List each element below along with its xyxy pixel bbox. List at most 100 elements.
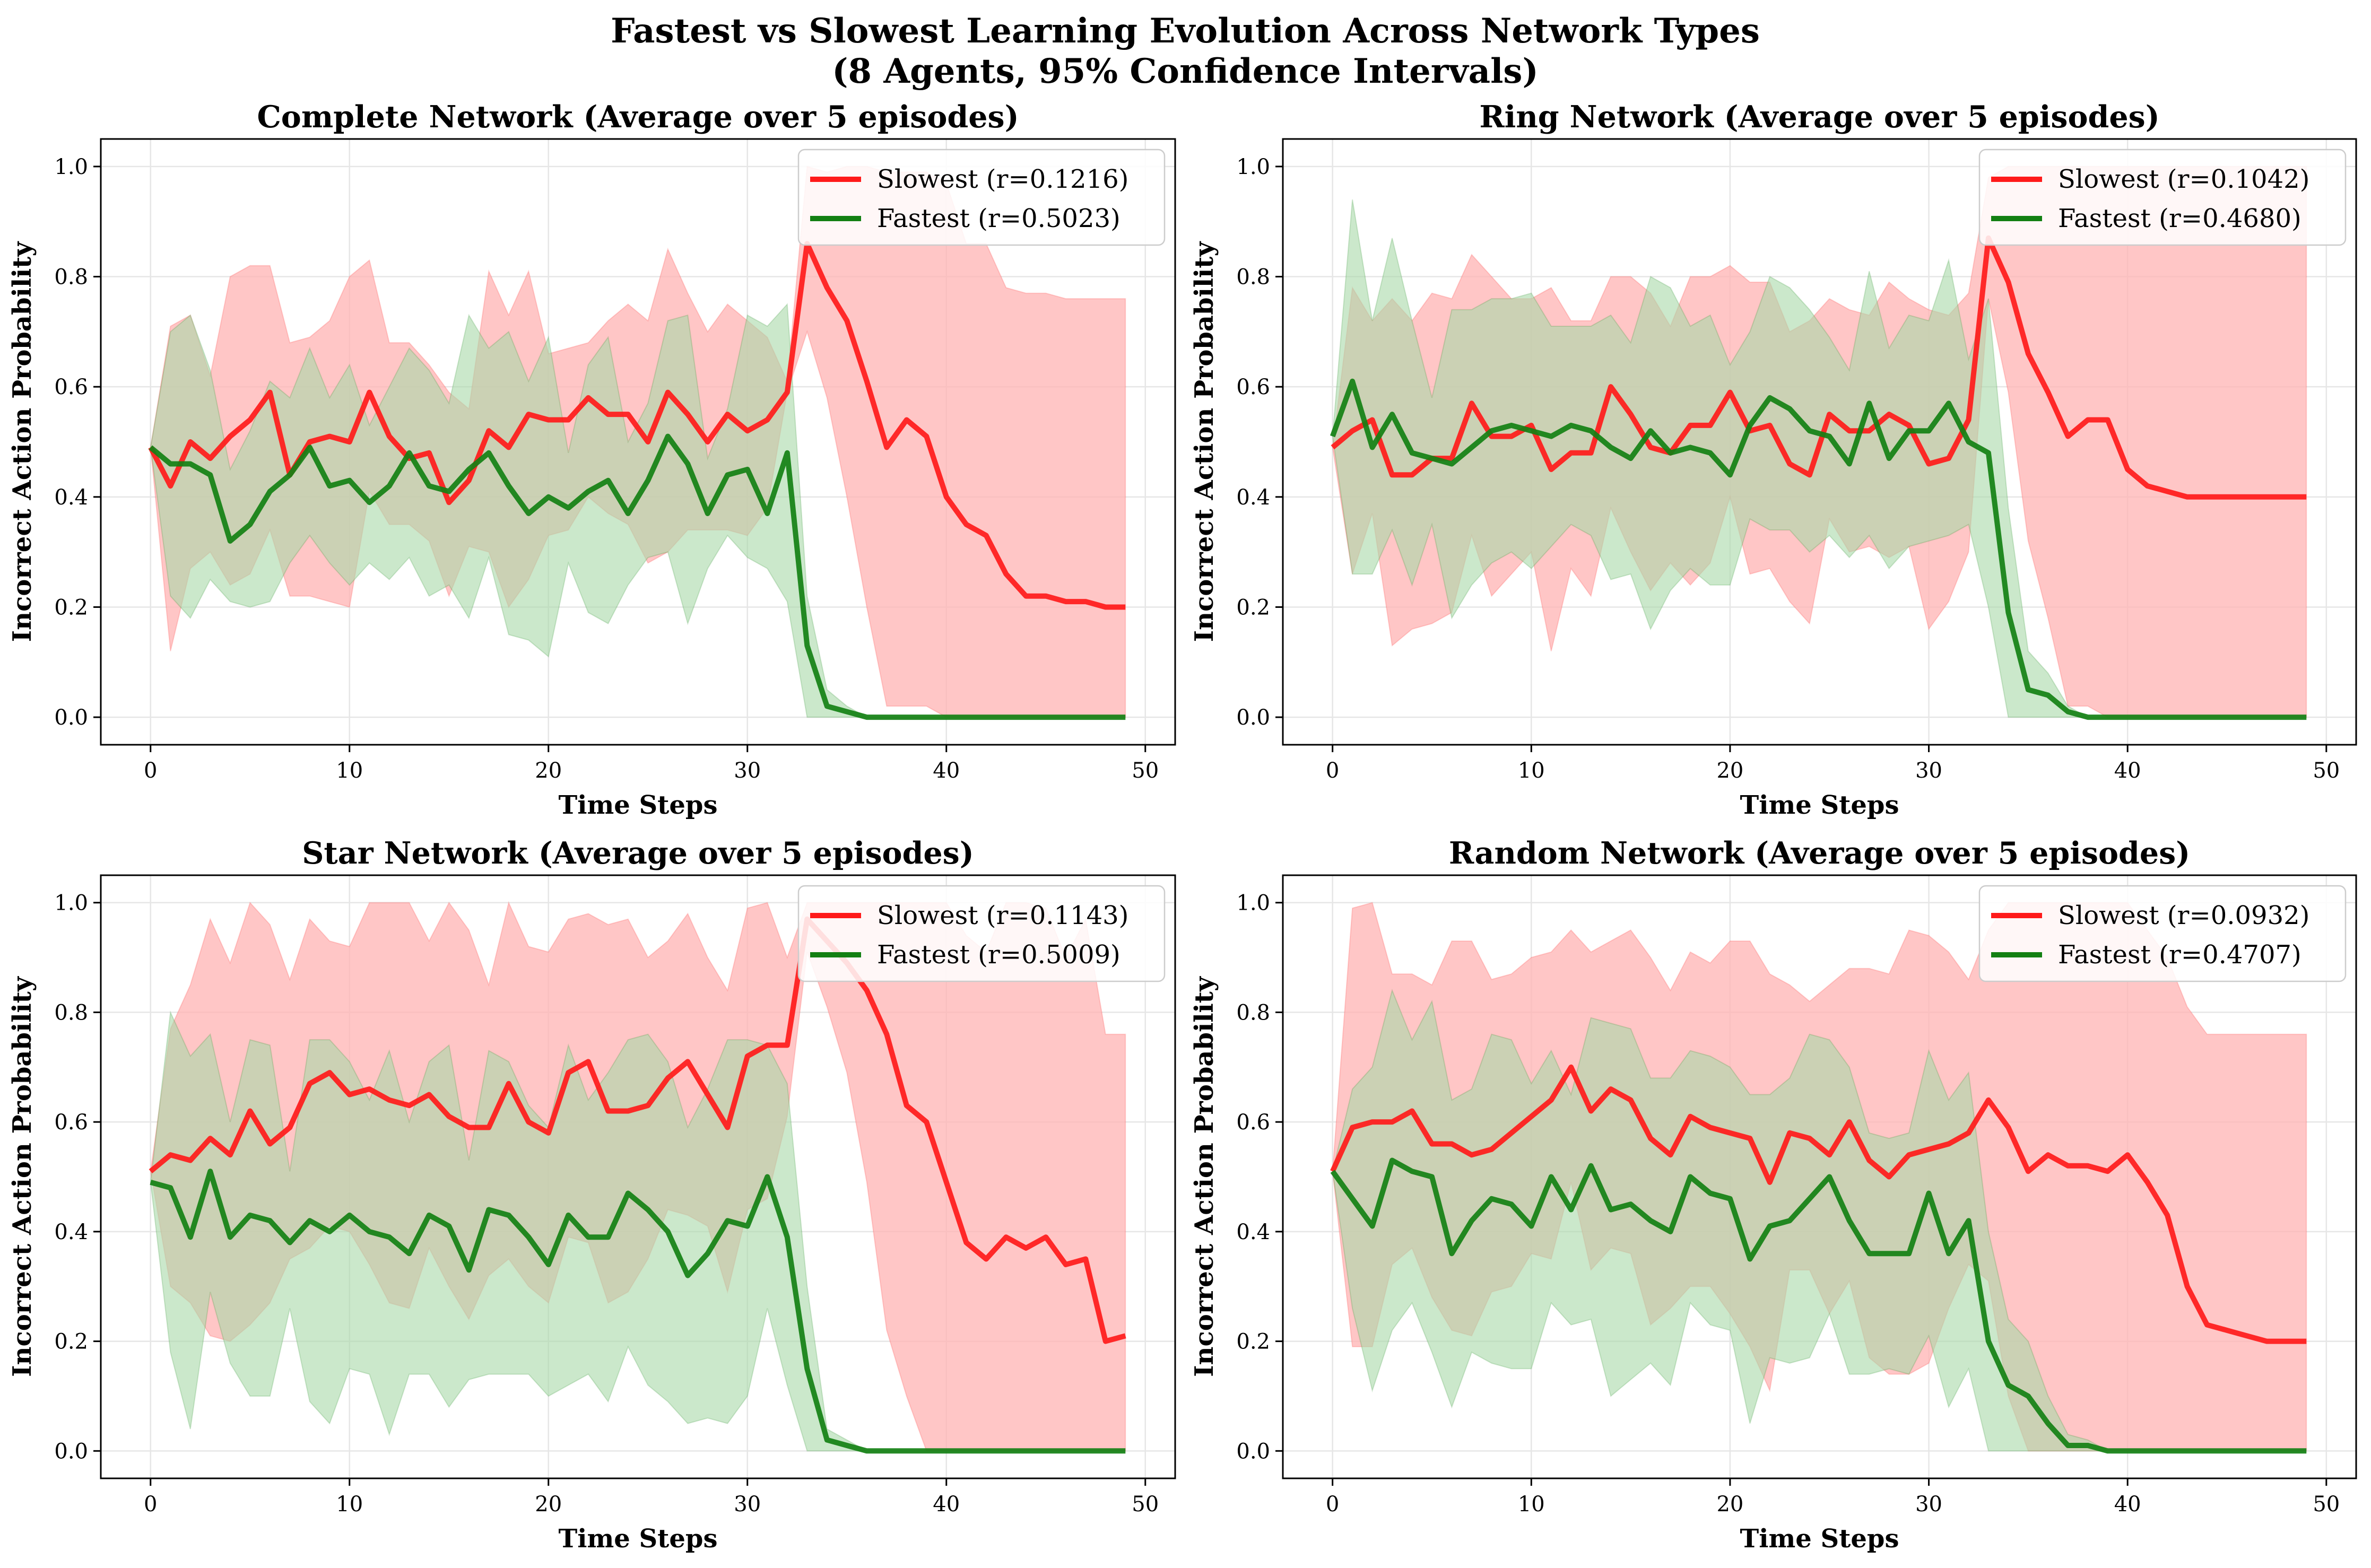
y-tick-label: 0.2 xyxy=(54,1330,88,1354)
y-tick-label: 0.8 xyxy=(54,1000,88,1025)
subplot-title: Complete Network (Average over 5 episode… xyxy=(257,99,1019,135)
axes-frame xyxy=(100,138,1176,746)
y-tick-label: 0.6 xyxy=(54,375,88,399)
y-tick-label: 1.0 xyxy=(54,891,88,916)
y-tick-label: 0.6 xyxy=(1236,1110,1270,1135)
x-tick-label: 20 xyxy=(535,759,562,783)
x-axis-label: Time Steps xyxy=(1740,1524,1899,1554)
x-tick-label: 40 xyxy=(2114,1492,2141,1517)
legend: Slowest (r=0.1042) Fastest (r=0.4680) xyxy=(1978,149,2347,246)
legend-box xyxy=(797,149,1166,246)
fastest-legend-label: Fastest (r=0.5009) xyxy=(877,940,1121,970)
x-tick-label: 40 xyxy=(933,1492,960,1517)
y-tick-label: 0.4 xyxy=(54,485,88,510)
plot-area xyxy=(1330,902,2307,1454)
subplot-3: 0 10 20 30 40 50 0.0 0.2 0.4 0.6 0.8 1.0 Star Networ… xyxy=(7,835,1176,1554)
plot-area xyxy=(149,901,1126,1454)
figure-title-line2: (8 Agents, 95% Confidence Intervals) xyxy=(832,51,1538,91)
y-axis-label: Incorrect Action Probability xyxy=(1189,241,1219,642)
fastest-series-line xyxy=(150,1169,1126,1454)
legend-box xyxy=(797,885,1166,982)
legend: Slowest (r=0.1143) Fastest (r=0.5009) xyxy=(797,885,1166,982)
fastest-confidence-band xyxy=(1332,199,2307,718)
slowest-series-line xyxy=(1331,235,2307,500)
legend-box xyxy=(1978,885,2347,982)
subplot-4: 0 10 20 30 40 50 0.0 0.2 0.4 0.6 0.8 1.0 Random Netw… xyxy=(1189,835,2357,1554)
legend-box xyxy=(1978,149,2347,246)
subplot-1: 0 10 20 30 40 50 0.0 0.2 0.4 0.6 0.8 1.0 Complete Ne… xyxy=(7,99,1176,820)
fastest-legend-label: Fastest (r=0.4680) xyxy=(2058,204,2301,233)
subplot-title: Ring Network (Average over 5 episodes) xyxy=(1479,99,2159,135)
x-tick-label: 50 xyxy=(1132,1492,1159,1517)
y-tick-label: 0.8 xyxy=(1236,265,1270,290)
legend: Slowest (r=0.1216) Fastest (r=0.5023) xyxy=(797,149,1166,246)
y-tick-label: 0.6 xyxy=(54,1110,88,1135)
fastest-series-line xyxy=(1330,1157,2307,1454)
x-tick-label: 50 xyxy=(2313,759,2340,783)
x-tick-label: 30 xyxy=(734,1492,761,1517)
slowest-legend-label: Slowest (r=0.0932) xyxy=(2058,901,2309,930)
y-tick-label: 0.0 xyxy=(54,705,88,730)
y-tick-label: 0.4 xyxy=(1236,1220,1270,1244)
legend: Slowest (r=0.0932) Fastest (r=0.4707) xyxy=(1978,885,2347,982)
slowest-series-line xyxy=(148,241,1126,610)
subplot-2: 0 10 20 30 40 50 0.0 0.2 0.4 0.6 0.8 1.0 Ring Networ… xyxy=(1189,99,2357,820)
x-tick-label: 40 xyxy=(2114,759,2141,783)
x-tick-label: 30 xyxy=(1915,1492,1942,1517)
x-tick-label: 50 xyxy=(2313,1492,2340,1517)
y-tick-label: 0.4 xyxy=(1236,485,1270,510)
y-tick-label: 1.0 xyxy=(54,155,88,179)
y-tick-label: 0.0 xyxy=(1236,705,1270,730)
x-tick-label: 0 xyxy=(144,1492,157,1517)
x-tick-label: 0 xyxy=(1326,759,1339,783)
fastest-legend-label: Fastest (r=0.4707) xyxy=(2058,940,2301,970)
y-tick-label: 0.4 xyxy=(54,1220,88,1244)
y-axis-label: Incorrect Action Probability xyxy=(7,241,37,642)
y-tick-label: 0.8 xyxy=(54,265,88,290)
slowest-legend-label: Slowest (r=0.1143) xyxy=(877,901,1128,930)
fastest-series-line xyxy=(149,433,1126,720)
axes-frame xyxy=(1282,874,2357,1479)
x-tick-label: 10 xyxy=(1518,759,1545,783)
y-tick-label: 0.6 xyxy=(1236,375,1270,399)
subplot-title: Random Network (Average over 5 episodes) xyxy=(1449,835,2190,871)
x-axis-label: Time Steps xyxy=(1740,790,1899,820)
slowest-series-line xyxy=(1330,1064,2307,1344)
y-tick-label: 0.2 xyxy=(1236,1330,1270,1354)
y-tick-label: 0.0 xyxy=(54,1439,88,1464)
x-tick-label: 0 xyxy=(144,759,157,783)
x-tick-label: 30 xyxy=(1915,759,1942,783)
axes-frame xyxy=(100,874,1176,1479)
y-tick-label: 1.0 xyxy=(1236,891,1270,916)
x-tick-label: 30 xyxy=(734,759,761,783)
figure-title-line1: Fastest vs Slowest Learning Evolution Ac… xyxy=(611,11,1760,51)
y-tick-label: 0.2 xyxy=(54,595,88,620)
x-tick-label: 0 xyxy=(1326,1492,1339,1517)
slowest-legend-label: Slowest (r=0.1042) xyxy=(2058,164,2309,194)
fastest-confidence-band xyxy=(150,303,1126,718)
y-tick-label: 0.8 xyxy=(1236,1000,1270,1025)
slowest-legend-label: Slowest (r=0.1216) xyxy=(877,164,1128,194)
plot-area xyxy=(1330,165,2307,720)
x-axis-label: Time Steps xyxy=(559,790,718,820)
x-tick-label: 20 xyxy=(1716,759,1743,783)
x-tick-label: 10 xyxy=(1518,1492,1545,1517)
y-axis-label: Incorrect Action Probability xyxy=(7,975,37,1377)
x-tick-label: 20 xyxy=(535,1492,562,1517)
subplot-title: Star Network (Average over 5 episodes) xyxy=(302,835,974,871)
x-tick-label: 10 xyxy=(336,759,363,783)
y-tick-label: 0.0 xyxy=(1236,1439,1270,1464)
x-axis-label: Time Steps xyxy=(559,1524,718,1554)
plot-area xyxy=(148,165,1126,720)
axes-frame xyxy=(1282,138,2357,746)
subplot-grid: 0 10 20 30 40 50 0.0 0.2 0.4 0.6 0.8 1.0 Complete Ne… xyxy=(7,99,2357,1554)
slowest-series-line xyxy=(149,916,1126,1344)
x-tick-label: 40 xyxy=(933,759,960,783)
fastest-series-line xyxy=(1330,378,2307,720)
y-tick-label: 1.0 xyxy=(1236,155,1270,179)
fastest-confidence-band xyxy=(150,1010,1126,1452)
x-tick-label: 10 xyxy=(336,1492,363,1517)
fastest-legend-label: Fastest (r=0.5023) xyxy=(877,204,1121,233)
y-axis-label: Incorrect Action Probability xyxy=(1189,975,1219,1377)
